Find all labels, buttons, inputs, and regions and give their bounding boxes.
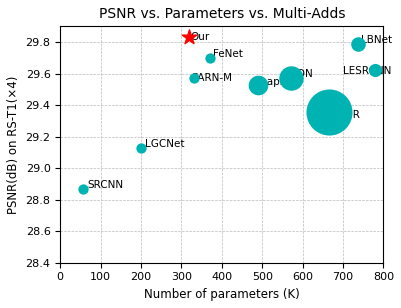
Text: IDN: IDN xyxy=(294,69,312,79)
Point xyxy=(138,145,144,150)
Text: SRCNN: SRCNN xyxy=(87,180,124,190)
Point xyxy=(191,75,198,80)
Point xyxy=(80,186,87,191)
Text: VDSR: VDSR xyxy=(332,110,361,120)
Text: CARN-M: CARN-M xyxy=(190,74,232,83)
Point xyxy=(326,110,332,115)
Point xyxy=(288,75,294,80)
Point xyxy=(255,83,261,88)
X-axis label: Number of parameters (K): Number of parameters (K) xyxy=(144,288,300,301)
Text: LGCNet: LGCNet xyxy=(145,139,184,149)
Point xyxy=(354,41,361,46)
Title: PSNR vs. Parameters vs. Multi-Adds: PSNR vs. Parameters vs. Multi-Adds xyxy=(99,7,345,21)
Point xyxy=(371,67,378,72)
Text: LESRCNN: LESRCNN xyxy=(343,66,391,76)
Point xyxy=(207,55,213,60)
Y-axis label: PSNR(dB) on RS-T1(×4): PSNR(dB) on RS-T1(×4) xyxy=(7,75,20,214)
Text: LapSRN: LapSRN xyxy=(261,77,302,87)
Text: Our: Our xyxy=(191,32,210,43)
Text: FeNet: FeNet xyxy=(213,50,243,59)
Text: LBNet: LBNet xyxy=(361,35,392,45)
Point xyxy=(186,34,192,39)
